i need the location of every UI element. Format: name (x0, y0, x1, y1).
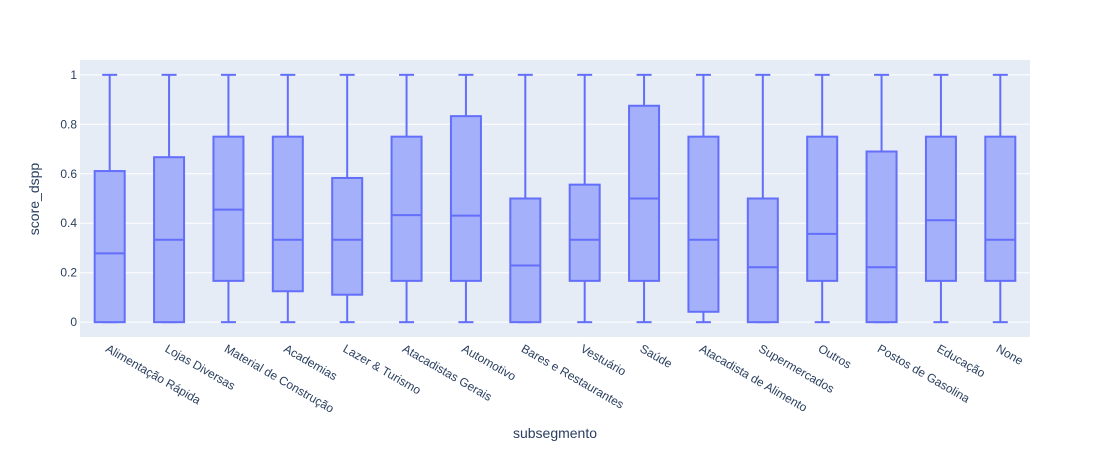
y-tick-label: 0 (70, 315, 77, 329)
y-axis-title: score_dspp (26, 163, 42, 236)
iqr-box (449, 115, 482, 282)
box-7 (449, 73, 482, 324)
y-axis-ticks: 0 0.2 0.4 0.6 0.8 1 (60, 68, 77, 329)
iqr-box (984, 135, 1017, 282)
iqr-box (806, 135, 839, 282)
box-16 (984, 73, 1017, 324)
y-tick-label: 0.2 (60, 266, 77, 280)
x-tick-label: Material de Construção (222, 341, 337, 415)
box-13 (806, 73, 839, 324)
iqr-box (331, 176, 364, 296)
x-tick-label: None (994, 341, 1026, 368)
box-15 (924, 73, 957, 324)
box-3 (212, 73, 245, 324)
x-tick-label: Outros (816, 341, 854, 371)
iqr-box (746, 197, 779, 324)
iqr-box (93, 170, 126, 324)
iqr-box (390, 135, 423, 282)
iqr-box (628, 104, 661, 282)
box-9 (568, 73, 601, 324)
iqr-box (865, 150, 898, 324)
box-11 (687, 73, 720, 324)
iqr-box (271, 135, 304, 293)
box-10 (628, 73, 661, 324)
x-tick-label: Educação (934, 341, 988, 380)
y-tick-label: 1 (70, 68, 77, 82)
box-14 (865, 73, 898, 324)
box-12 (746, 73, 779, 324)
iqr-box (924, 135, 957, 282)
box-2 (153, 73, 186, 324)
iqr-box (509, 197, 542, 324)
x-tick-label: Bares e Restaurantes (519, 341, 627, 411)
y-tick-label: 0.4 (60, 216, 77, 230)
y-tick-label: 0.8 (60, 117, 77, 131)
box-4 (271, 73, 304, 324)
boxes (93, 73, 1017, 324)
iqr-box (687, 135, 720, 313)
box-5 (331, 73, 364, 324)
x-tick-label: Saúde (638, 341, 675, 371)
iqr-box (568, 183, 601, 282)
box-8 (509, 73, 542, 324)
x-tick-label: Vestuário (578, 341, 629, 378)
x-axis-title: subsegmento (513, 425, 597, 441)
box-1 (93, 73, 126, 324)
y-tick-label: 0.6 (60, 167, 77, 181)
box-6 (390, 73, 423, 324)
x-tick-label: Atacadista de Alimento (697, 341, 810, 414)
